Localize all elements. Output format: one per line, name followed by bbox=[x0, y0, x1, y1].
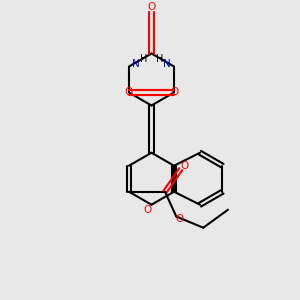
Text: N: N bbox=[132, 58, 140, 68]
Text: O: O bbox=[124, 88, 132, 98]
Text: N: N bbox=[163, 58, 171, 68]
Text: O: O bbox=[176, 214, 184, 224]
Text: O: O bbox=[180, 161, 188, 171]
Text: O: O bbox=[171, 88, 179, 98]
Text: O: O bbox=[147, 2, 156, 12]
Text: H: H bbox=[156, 54, 163, 64]
Text: O: O bbox=[144, 205, 152, 214]
Text: H: H bbox=[140, 54, 147, 64]
